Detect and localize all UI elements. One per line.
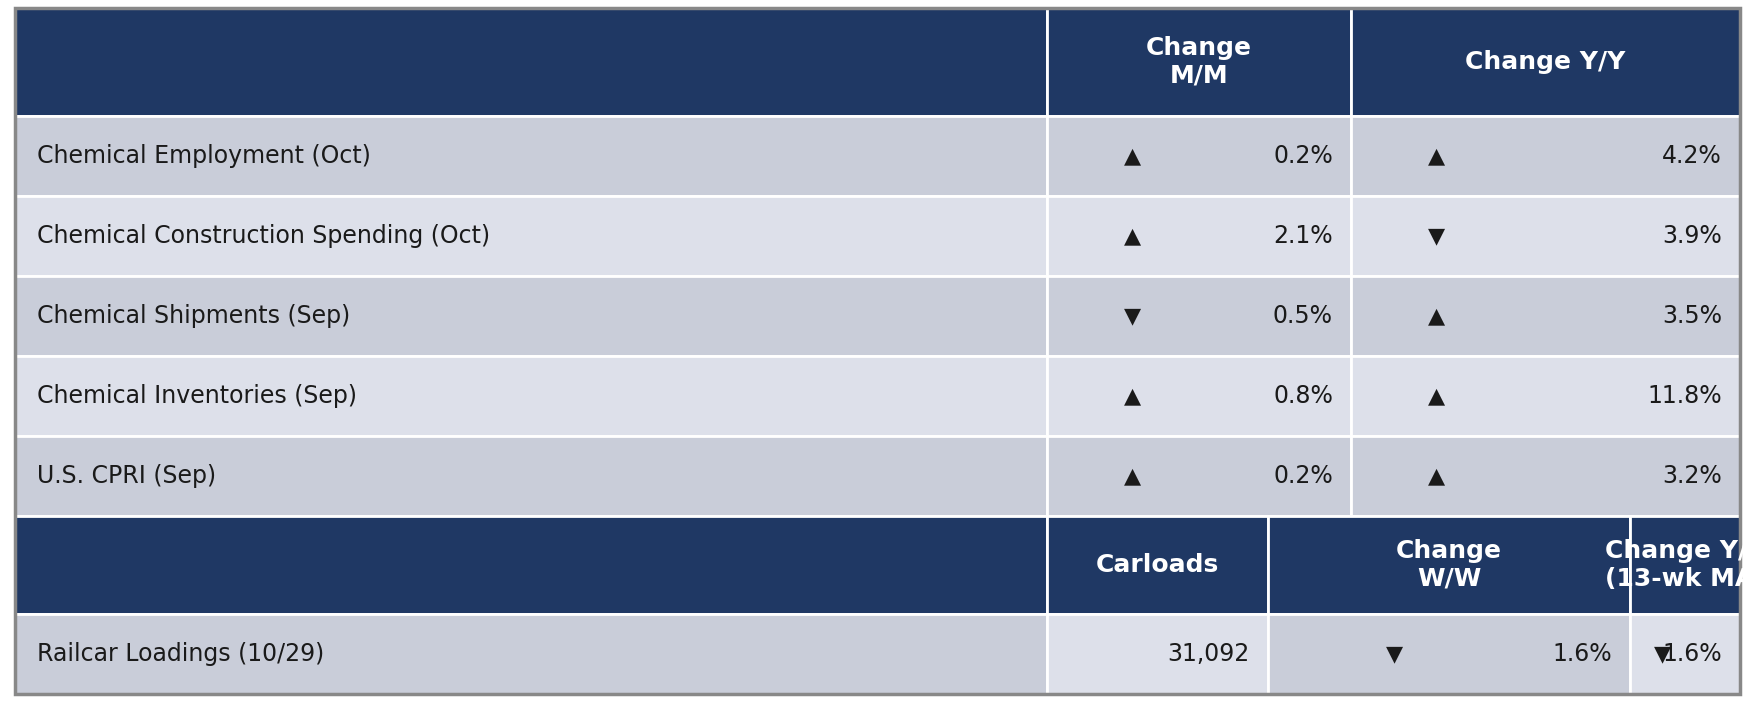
Text: ▲: ▲ bbox=[1123, 226, 1141, 246]
Bar bbox=[1351, 276, 1739, 356]
Bar bbox=[16, 356, 1048, 436]
Bar bbox=[1351, 196, 1739, 276]
Text: Change
W/W: Change W/W bbox=[1395, 539, 1502, 591]
Text: ▲: ▲ bbox=[1429, 386, 1444, 406]
Text: 1.6%: 1.6% bbox=[1662, 642, 1722, 666]
Text: Change Y/Y
(13-wk MA): Change Y/Y (13-wk MA) bbox=[1604, 539, 1755, 591]
Text: ▲: ▲ bbox=[1429, 466, 1444, 486]
Text: ▲: ▲ bbox=[1123, 466, 1141, 486]
Text: ▲: ▲ bbox=[1123, 386, 1141, 406]
Bar bbox=[1048, 356, 1351, 436]
Text: 3.2%: 3.2% bbox=[1662, 464, 1722, 488]
Text: ▼: ▼ bbox=[1386, 644, 1404, 664]
Bar bbox=[16, 116, 1048, 196]
Bar bbox=[16, 196, 1048, 276]
Text: Chemical Construction Spending (Oct): Chemical Construction Spending (Oct) bbox=[37, 224, 490, 248]
Bar bbox=[1269, 516, 1630, 614]
Bar bbox=[16, 516, 1048, 614]
Text: Chemical Shipments (Sep): Chemical Shipments (Sep) bbox=[37, 304, 351, 328]
Bar bbox=[1351, 436, 1739, 516]
Text: Railcar Loadings (10/29): Railcar Loadings (10/29) bbox=[37, 642, 325, 666]
Bar bbox=[16, 276, 1048, 356]
Bar bbox=[1630, 516, 1739, 614]
Text: 0.5%: 0.5% bbox=[1272, 304, 1334, 328]
Text: Chemical Employment (Oct): Chemical Employment (Oct) bbox=[37, 144, 370, 168]
Text: ▲: ▲ bbox=[1429, 146, 1444, 166]
Text: 2.1%: 2.1% bbox=[1274, 224, 1334, 248]
Bar bbox=[1351, 116, 1739, 196]
Text: ▼: ▼ bbox=[1655, 644, 1671, 664]
Text: 0.2%: 0.2% bbox=[1272, 144, 1334, 168]
Text: 1.6%: 1.6% bbox=[1553, 642, 1613, 666]
Bar bbox=[16, 436, 1048, 516]
Bar bbox=[1048, 436, 1351, 516]
Text: 0.8%: 0.8% bbox=[1272, 384, 1334, 408]
Text: ▲: ▲ bbox=[1429, 306, 1444, 326]
Text: 3.5%: 3.5% bbox=[1662, 304, 1722, 328]
Text: ▲: ▲ bbox=[1123, 146, 1141, 166]
Bar bbox=[1048, 196, 1351, 276]
Text: 31,092: 31,092 bbox=[1167, 642, 1250, 666]
Text: Change Y/Y: Change Y/Y bbox=[1465, 50, 1625, 74]
Bar bbox=[1048, 516, 1269, 614]
Text: U.S. CPRI (Sep): U.S. CPRI (Sep) bbox=[37, 464, 216, 488]
Text: 11.8%: 11.8% bbox=[1648, 384, 1722, 408]
Text: 4.2%: 4.2% bbox=[1662, 144, 1722, 168]
Text: Chemical Inventories (Sep): Chemical Inventories (Sep) bbox=[37, 384, 356, 408]
Text: 0.2%: 0.2% bbox=[1272, 464, 1334, 488]
Bar bbox=[1048, 116, 1351, 196]
Bar bbox=[1630, 614, 1739, 694]
Bar bbox=[1048, 8, 1351, 116]
Bar bbox=[1269, 614, 1630, 694]
Text: ▼: ▼ bbox=[1429, 226, 1444, 246]
Bar bbox=[1351, 8, 1739, 116]
Bar bbox=[16, 8, 1048, 116]
Text: Change
M/M: Change M/M bbox=[1146, 36, 1251, 88]
Bar bbox=[1048, 614, 1269, 694]
Text: ▼: ▼ bbox=[1123, 306, 1141, 326]
Text: 3.9%: 3.9% bbox=[1662, 224, 1722, 248]
Bar bbox=[1048, 276, 1351, 356]
Bar bbox=[1351, 356, 1739, 436]
Text: Carloads: Carloads bbox=[1095, 553, 1220, 577]
Bar bbox=[16, 614, 1048, 694]
